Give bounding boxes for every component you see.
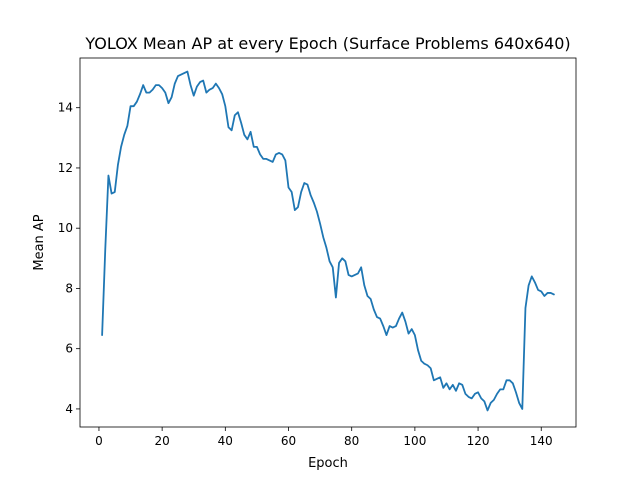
plot-area [79,57,577,428]
x-tick-label: 0 [95,434,103,448]
x-tick-label: 80 [344,434,359,448]
x-axis-label: Epoch [308,456,348,471]
y-axis: 4 6 8 10 12 14 [58,101,80,416]
y-tick-label: 12 [58,161,73,175]
chart-title: YOLOX Mean AP at every Epoch (Surface Pr… [84,34,570,53]
y-tick-label: 14 [58,101,73,115]
y-tick-label: 10 [58,221,73,235]
x-tick-label: 60 [281,434,296,448]
series-line [101,70,555,412]
y-tick-label: 4 [65,402,73,416]
x-tick-label: 40 [218,434,233,448]
x-axis: 0 20 40 60 80 100 120 140 [95,427,553,448]
x-tick-label: 120 [467,434,490,448]
y-tick-label: 8 [65,281,73,295]
plot-frame [79,57,577,428]
y-axis-label: Mean AP [32,214,47,270]
y-tick-label: 6 [65,342,73,356]
x-tick-label: 100 [403,434,426,448]
x-tick-label: 140 [530,434,553,448]
x-tick-label: 20 [154,434,169,448]
